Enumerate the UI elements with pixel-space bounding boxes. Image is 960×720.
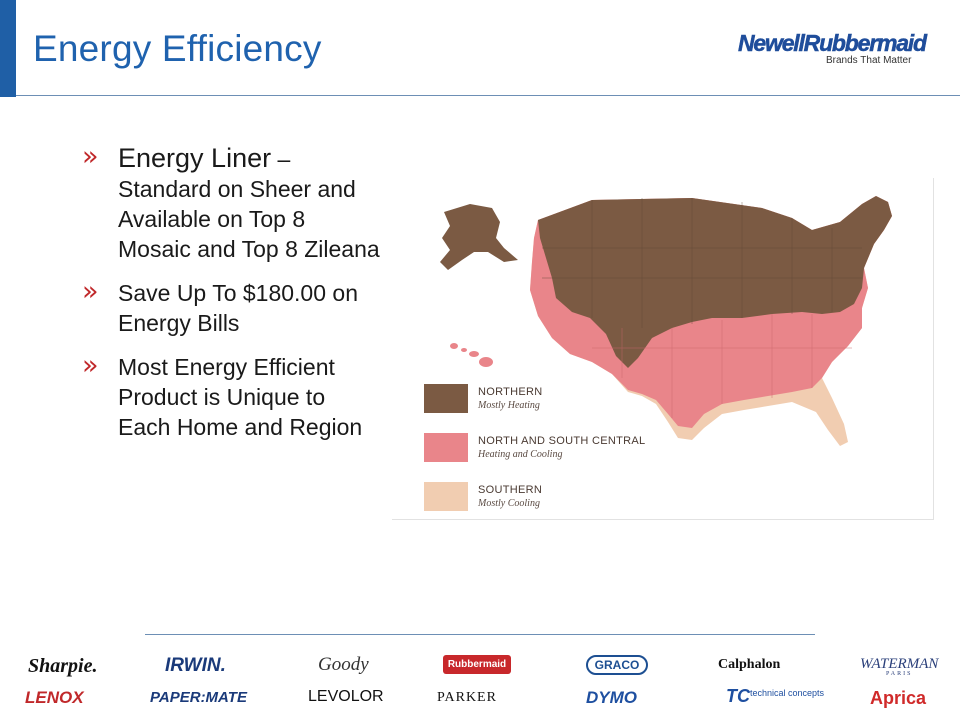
brand-logo-technical-concepts: TC (726, 686, 750, 706)
legend-title: NORTH AND SOUTH CENTRAL (478, 435, 646, 447)
brand-logo-dymo: DYMO (586, 688, 637, 707)
brand-logo-irwin: IRWIN. (165, 655, 226, 676)
brand-logo-waterman: WATERMAN PARIS (860, 656, 938, 677)
brand-logo-aprica: Aprica (870, 688, 927, 708)
brand-logo-lenox: LENOX (25, 688, 84, 707)
waterman-subtext: PARIS (885, 671, 913, 677)
us-map-graphic (440, 196, 892, 446)
brand-logo-parker: PARKER (437, 690, 497, 705)
legend-subtitle: Heating and Cooling (478, 449, 563, 460)
waterman-wordmark: WATERMAN (860, 656, 939, 672)
bullet-text: – Standard on Sheer and Available on Top… (118, 146, 380, 262)
header-accent-bar (0, 0, 16, 97)
bullet-lead: Energy Liner (118, 143, 272, 173)
brand-logo-calphalon: Calphalon (718, 657, 781, 672)
newell-rubbermaid-logo: NewellRubbermaid Brands That Matter (738, 30, 928, 70)
legend-swatch (424, 482, 468, 511)
footer-divider (145, 634, 815, 635)
legend-subtitle: Mostly Heating (478, 400, 540, 411)
state-borders (542, 198, 862, 328)
brand-logo-rubbermaid: Rubbermaid (443, 655, 511, 674)
alaska-shape (440, 204, 518, 270)
climate-zone-map: NORTHERN Mostly Heating NORTH AND SOUTH … (392, 178, 934, 520)
legend-title: SOUTHERN (478, 484, 543, 496)
logo-tagline: Brands That Matter (826, 55, 912, 66)
bullet-item: » Save Up To $180.00 on Energy Bills (82, 276, 382, 338)
brand-logo-papermate: PAPER:MATE (150, 689, 247, 706)
bullet-marker-icon: » (82, 141, 99, 172)
legend-title: NORTHERN (478, 386, 543, 398)
brand-logo-graco: GRACO (586, 655, 648, 675)
hawaii-shape (450, 343, 493, 367)
slide-title: Energy Efficiency (33, 28, 322, 69)
logo-wordmark: NewellRubbermaid (738, 30, 928, 57)
bullet-text: Save Up To $180.00 on Energy Bills (118, 280, 358, 336)
bullet-marker-icon: » (82, 276, 99, 307)
bullet-list: » Energy Liner – Standard on Sheer and A… (82, 141, 382, 456)
brand-logo-goody: Goody (318, 654, 369, 675)
bullet-item: » Energy Liner – Standard on Sheer and A… (82, 141, 382, 264)
brand-logo-levolor: LEVOLOR (308, 688, 384, 705)
legend-swatch (424, 433, 468, 462)
technical-concepts-text: technical concepts (750, 688, 825, 698)
legend-swatch (424, 384, 468, 413)
bullet-item: » Most Energy Efficient Product is Uniqu… (82, 350, 382, 442)
northern-zone (538, 196, 892, 368)
bullet-marker-icon: » (82, 350, 99, 381)
legend-subtitle: Mostly Cooling (478, 498, 540, 509)
bullet-text: Most Energy Efficient Product is Unique … (118, 354, 363, 440)
brand-logo-sharpie: Sharpie. (28, 655, 98, 677)
header-divider (16, 95, 960, 96)
